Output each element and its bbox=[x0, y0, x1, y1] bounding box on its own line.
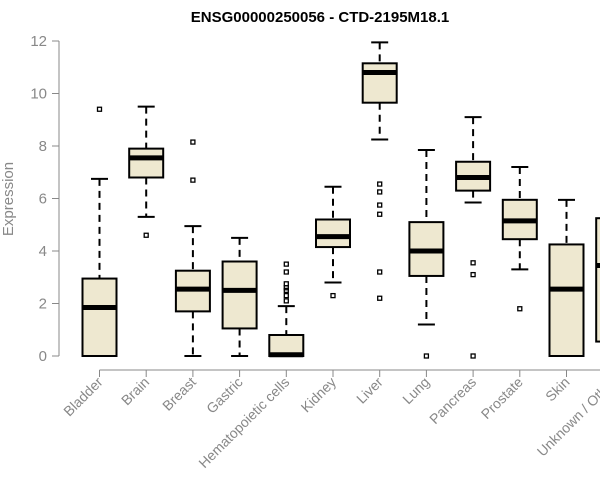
box-group bbox=[81, 106, 118, 357]
outlier-point bbox=[470, 260, 476, 266]
box-group bbox=[128, 105, 165, 238]
box bbox=[128, 147, 165, 179]
outlier-point bbox=[470, 271, 476, 278]
box bbox=[595, 217, 600, 343]
outlier-point bbox=[330, 292, 336, 299]
y-axis-label: Expression bbox=[0, 162, 17, 236]
outlier-point bbox=[423, 353, 430, 359]
outlier-point bbox=[377, 189, 383, 195]
y-tick-label: 8 bbox=[39, 138, 47, 155]
box-group bbox=[361, 41, 398, 301]
box-group bbox=[315, 185, 351, 299]
x-tick-label: Liver bbox=[353, 374, 386, 407]
x-tick-label: Pancreas bbox=[426, 374, 479, 427]
y-tick-label: 2 bbox=[39, 296, 47, 313]
outlier-point bbox=[190, 177, 196, 183]
x-tick-label: Hematopoietic cells bbox=[195, 374, 292, 471]
x-tick-label: Prostate bbox=[478, 374, 526, 422]
y-tick-label: 12 bbox=[30, 33, 47, 50]
outlier-point bbox=[377, 211, 383, 217]
x-tick-label: Kidney bbox=[298, 374, 340, 416]
box bbox=[81, 277, 118, 357]
box-group bbox=[455, 116, 492, 359]
x-tick-label: Lung bbox=[399, 374, 432, 407]
box bbox=[548, 243, 585, 357]
outlier-point bbox=[470, 353, 476, 359]
box-group bbox=[174, 139, 211, 357]
outlier-point bbox=[377, 295, 383, 301]
box bbox=[221, 260, 258, 330]
outlier-point bbox=[283, 292, 289, 299]
boxes bbox=[81, 41, 600, 359]
x-tick-label: Brain bbox=[118, 374, 152, 408]
chart-title: ENSG00000250056 - CTD-2195M18.1 bbox=[191, 9, 450, 26]
outlier-point bbox=[96, 106, 103, 112]
box-group bbox=[501, 166, 538, 312]
box-group bbox=[408, 148, 445, 359]
outlier-point bbox=[283, 269, 289, 275]
outlier-point bbox=[283, 281, 289, 287]
x-tick-label: Skin bbox=[542, 374, 573, 405]
y-tick-label: 6 bbox=[39, 191, 47, 208]
y-tick-label: 10 bbox=[30, 86, 47, 103]
x-tick-label: Breast bbox=[159, 374, 199, 414]
outlier-point bbox=[377, 181, 383, 187]
outlier-point bbox=[190, 139, 196, 145]
outlier-point bbox=[283, 298, 289, 304]
box bbox=[361, 62, 398, 104]
box-group bbox=[221, 236, 258, 357]
box-group bbox=[548, 198, 585, 357]
outlier-point bbox=[377, 269, 383, 275]
box bbox=[315, 218, 351, 249]
box-group bbox=[595, 217, 600, 343]
x-tick-label: Bladder bbox=[60, 374, 106, 420]
outlier-point bbox=[143, 232, 149, 238]
box-group bbox=[268, 261, 305, 358]
x-tick-label: Gastric bbox=[203, 374, 246, 417]
axes: 0 2 4 6 8 10 12 bbox=[30, 33, 600, 377]
outlier-point bbox=[377, 202, 383, 208]
y-tick-label: 4 bbox=[39, 243, 47, 260]
outlier-point bbox=[517, 306, 523, 312]
outlier-point bbox=[283, 261, 289, 267]
y-tick-label: 0 bbox=[39, 348, 47, 365]
